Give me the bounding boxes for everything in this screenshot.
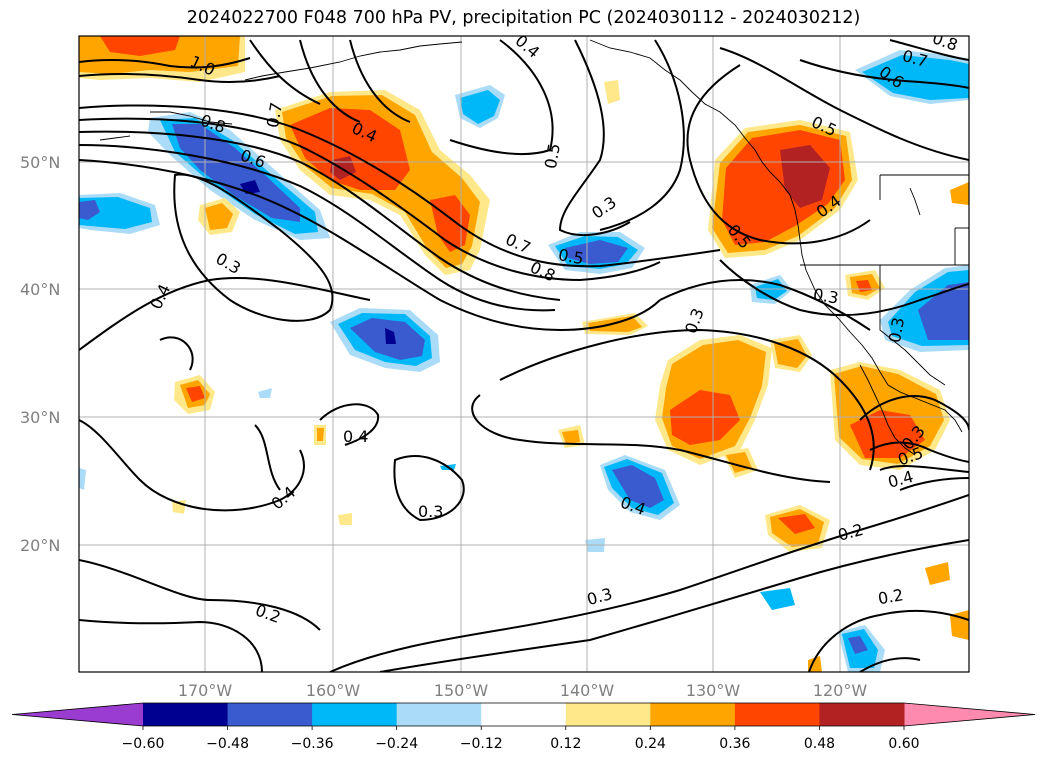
contour-label: 0.7 — [263, 101, 286, 129]
anomaly-negative — [565, 240, 628, 264]
anomaly-positive — [562, 430, 580, 444]
colorbar-tick-label: 0.60 — [888, 736, 919, 752]
colorbar-segment — [227, 703, 313, 726]
anomaly-negative — [258, 388, 272, 398]
anomaly-positive — [780, 145, 830, 208]
contour-label: 0.2 — [253, 600, 283, 627]
anomaly-negative — [760, 588, 795, 610]
map-frame — [78, 35, 970, 673]
anomaly-negative — [848, 636, 868, 654]
colorbar-segment — [312, 703, 398, 726]
colorbar-segment — [650, 703, 736, 726]
lat-label-40n: 40°N — [20, 280, 60, 299]
anomaly-negative — [172, 124, 300, 222]
anomaly-positive — [430, 195, 470, 252]
anomaly-negative — [385, 328, 396, 344]
colorbar-segment — [396, 703, 482, 726]
colorbar-segment — [565, 703, 651, 726]
coastlines — [99, 39, 969, 456]
colorbar-tick-label: 0.24 — [635, 736, 666, 752]
lon-label-130w: 130°W — [686, 681, 741, 700]
colorbar-tick-label: −0.36 — [291, 736, 334, 752]
colorbar-segment — [481, 703, 567, 726]
anomaly-negative — [460, 90, 500, 124]
contour-label: 0.4 — [268, 483, 300, 514]
anomaly-negative — [79, 200, 100, 220]
contour-label: 0.4 — [343, 427, 368, 446]
pv-contours — [79, 39, 969, 672]
colorbar: −0.60 −0.48 −0.36 −0.24 −0.12 0.12 0.24 0.36 0.4… — [11, 702, 1036, 752]
lat-label-30n: 30°N — [20, 408, 60, 427]
anomaly-positive — [205, 203, 233, 230]
colorbar-segments — [143, 703, 905, 726]
colorbar-segment — [819, 703, 905, 726]
precipitation-anomaly-fills — [79, 36, 969, 672]
anomaly-positive — [338, 513, 352, 525]
latitude-labels: 50°N 40°N 30°N 20°N — [20, 153, 60, 555]
contour-label: 0.7 — [503, 230, 534, 258]
contour-label: 0.3 — [418, 502, 443, 521]
gridlines — [79, 36, 969, 672]
anomaly-positive — [950, 182, 969, 205]
contour-label: 0.3 — [588, 192, 620, 222]
colorbar-segment — [734, 703, 820, 726]
lat-label-50n: 50°N — [20, 153, 60, 172]
contour-label: 0.3 — [681, 306, 708, 336]
lon-label-150w: 150°W — [434, 681, 489, 700]
colorbar-under-arrow — [12, 703, 143, 726]
colorbar-tick-label: 0.36 — [719, 736, 750, 752]
anomaly-negative — [612, 465, 664, 508]
colorbar-tick-label: 0.12 — [550, 736, 581, 752]
colorbar-tick-label: −0.48 — [206, 736, 249, 752]
map-title: 2024022700 F048 700 hPa PV, precipitatio… — [186, 8, 861, 28]
contour-label: 0.2 — [876, 585, 904, 608]
colorbar-tick-label: −0.24 — [375, 736, 418, 752]
contour-label: 0.5 — [557, 245, 585, 268]
colorbar-tick-label: −0.60 — [122, 736, 165, 752]
contour-label: 0.5 — [541, 142, 564, 170]
anomaly-negative — [918, 282, 969, 340]
anomaly-negative — [79, 468, 86, 490]
anomaly-positive — [778, 514, 815, 534]
contour-label: 0.8 — [930, 28, 960, 55]
longitude-labels: 170°W 160°W 150°W 140°W 130°W 120°W — [178, 681, 868, 700]
lon-label-160w: 160°W — [306, 681, 361, 700]
anomaly-negative — [79, 197, 152, 229]
colorbar-segment — [143, 703, 229, 726]
anomaly-positive — [100, 36, 180, 56]
lon-label-140w: 140°W — [560, 681, 615, 700]
anomaly-positive — [774, 339, 807, 368]
anomaly-positive — [604, 80, 620, 104]
anomaly-positive — [186, 386, 205, 402]
anomaly-positive — [925, 562, 950, 585]
contour-label: 0.8 — [527, 258, 558, 286]
colorbar-over-arrow — [904, 703, 1035, 726]
lon-label-120w: 120°W — [813, 681, 868, 700]
colorbar-tick-label: 0.48 — [804, 736, 835, 752]
lat-label-20n: 20°N — [20, 536, 60, 555]
contour-label: 0.4 — [886, 467, 916, 492]
colorbar-tick-label: −0.12 — [460, 736, 503, 752]
lon-label-170w: 170°W — [178, 681, 233, 700]
colorbar-ticks: −0.60 −0.48 −0.36 −0.24 −0.12 0.12 0.24 0.36 0.4… — [122, 726, 920, 752]
contour-label: 0.3 — [885, 316, 908, 344]
contour-label: 0.4 — [146, 281, 174, 312]
contour-label: 0.3 — [812, 285, 840, 308]
contour-labels: 1.0 0.8 0.6 0.4 0.7 0.5 0.3 0.7 0.8 0.5 … — [146, 28, 960, 627]
contour-label: 0.3 — [213, 249, 245, 278]
anomaly-negative — [862, 55, 969, 100]
anomaly-positive — [317, 428, 324, 441]
contour-label: 0.3 — [585, 584, 615, 609]
